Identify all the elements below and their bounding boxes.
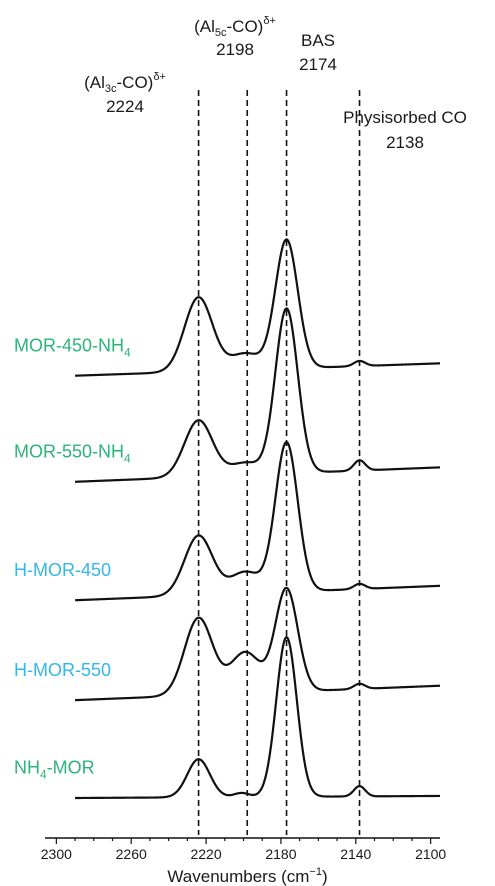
x-tick-label-2220: 2220 — [190, 846, 221, 862]
spectrum-line-h-mor-450 — [74, 440, 441, 602]
annotation-al3c-value: 2224 — [106, 97, 144, 116]
annotation-phys-label: Physisorbed CO — [343, 108, 467, 127]
annotation-phys-value: 2138 — [386, 133, 424, 152]
annotation-al5c-label: (Al5c-CO)δ+ — [194, 15, 276, 39]
series-label-mor-450-nh4: MOR-450-NH4 — [14, 335, 131, 359]
series-label-mor-550-nh4: MOR-550-NH4 — [14, 441, 131, 465]
x-tick-label-2180: 2180 — [265, 846, 296, 862]
x-tick-label-2140: 2140 — [340, 846, 371, 862]
spectrum-line-mor-550-nh4 — [74, 307, 441, 483]
x-tick-label-2300: 2300 — [41, 846, 72, 862]
spectrum-line-mor-450-nh4 — [74, 238, 441, 377]
reference-lines — [197, 90, 361, 835]
spectrum-line-h-mor-550 — [74, 586, 441, 702]
annotation-al3c-label: (Al3c-CO)δ+ — [84, 71, 166, 95]
x-axis: 2300 2260 2220 2180 2140 2100 Wavenumbers (cm−… — [41, 837, 446, 886]
peak-annotations: (Al3c-CO)δ+ 2224 (Al5c-CO)δ+2198 BAS 2174 Phy… — [84, 15, 467, 152]
series-label-h-mor-550: H-MOR-550 — [14, 660, 111, 680]
annotation-al5c-value: 2198 — [216, 40, 254, 59]
x-tick-label-2100: 2100 — [415, 846, 446, 862]
series-label-nh4-mor: NH4-MOR — [14, 758, 95, 782]
x-tick-label-2260: 2260 — [116, 846, 147, 862]
spectrum-line-nh4-mor — [74, 636, 441, 800]
annotation-bas-label: BAS — [301, 31, 335, 50]
annotation-bas-value: 2174 — [299, 55, 337, 74]
x-axis-title: Wavenumbers (cm−1) — [167, 866, 327, 886]
series-label-h-mor-450: H-MOR-450 — [14, 560, 111, 580]
spectra-series: MOR-450-NH4 MOR-550-NH4 H-MOR-450 H-MOR-550… — [14, 238, 441, 800]
